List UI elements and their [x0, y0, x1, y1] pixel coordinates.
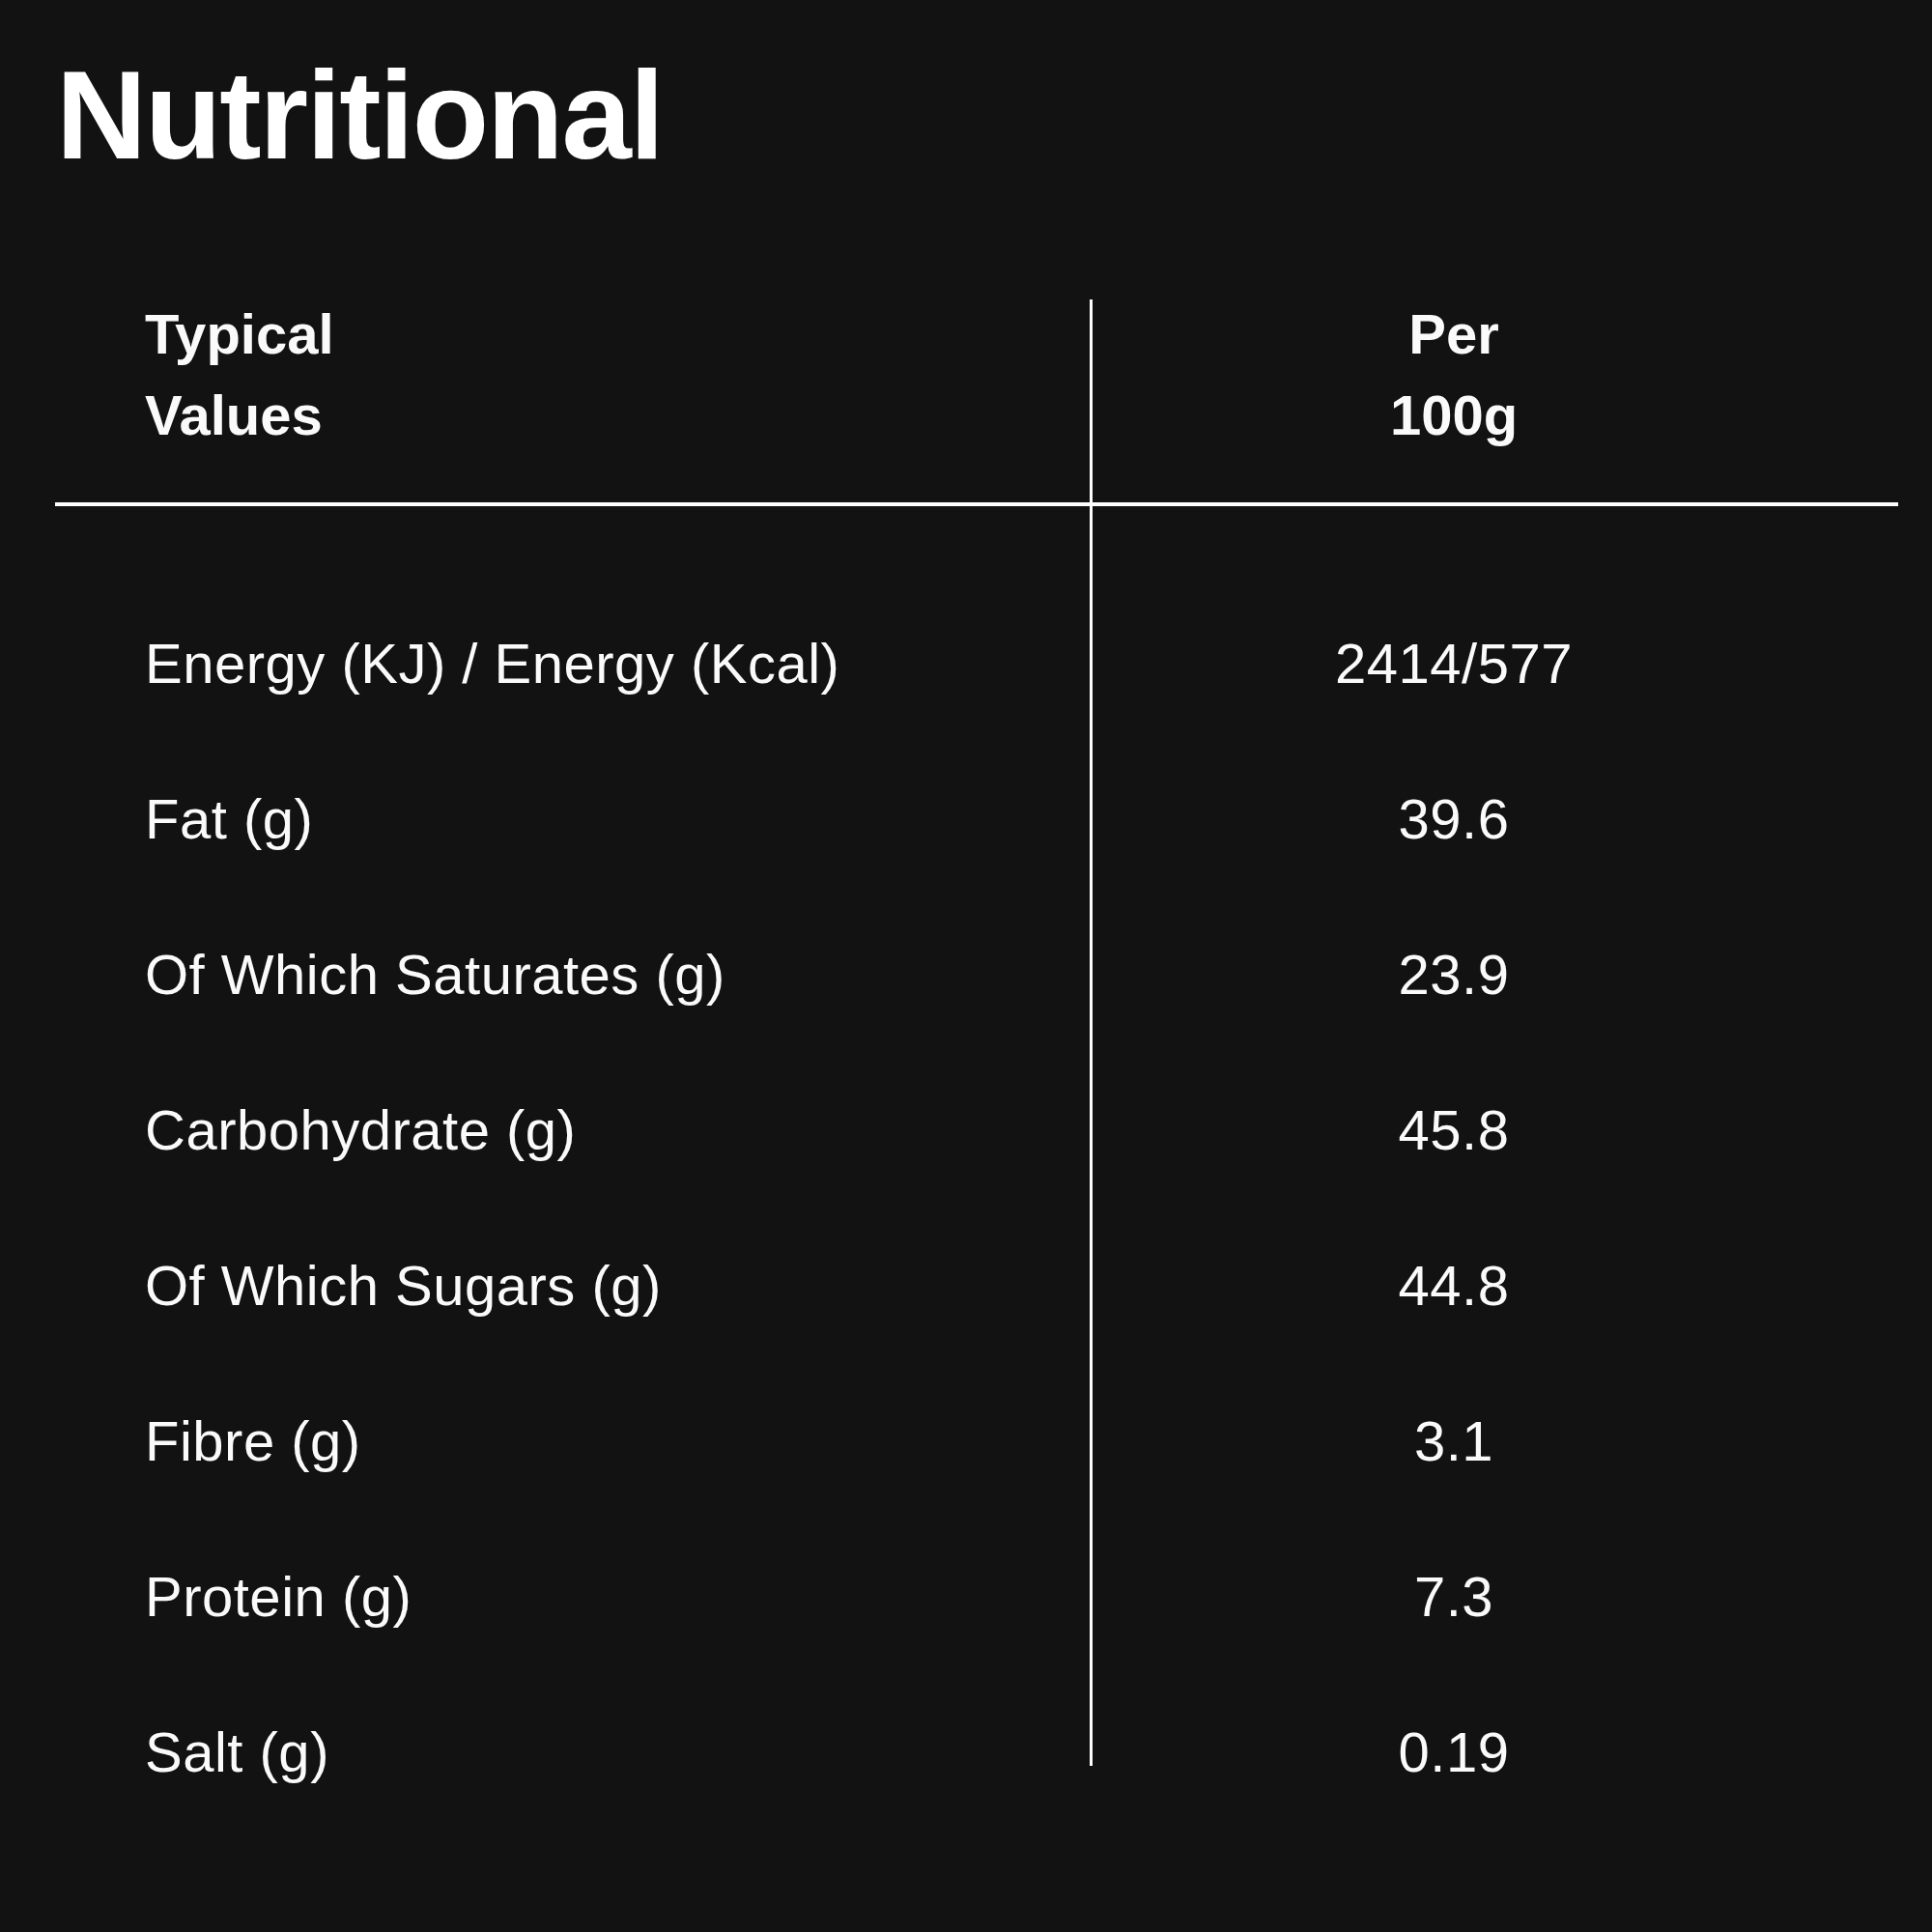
header-typical-values: Typical Values	[55, 294, 1092, 456]
row-label: Fibre (g)	[55, 1408, 1092, 1473]
row-value: 44.8	[1092, 1253, 1898, 1318]
table-row-carbohydrate: Carbohydrate (g) 45.8	[55, 1052, 1898, 1208]
table-row-sugars: Of Which Sugars (g) 44.8	[55, 1208, 1898, 1363]
row-label: Of Which Sugars (g)	[55, 1253, 1092, 1318]
row-label: Salt (g)	[55, 1719, 1092, 1784]
row-label: Of Which Saturates (g)	[55, 942, 1092, 1007]
header-100g-line: 100g	[1092, 375, 1816, 456]
row-label: Fat (g)	[55, 786, 1092, 851]
row-label: Carbohydrate (g)	[55, 1097, 1092, 1162]
nutrition-panel: Nutritional Typical Values Per 100g Ener…	[0, 0, 1932, 1932]
row-value: 3.1	[1092, 1408, 1898, 1473]
header-per-line: Per	[1092, 294, 1816, 375]
table-header-row: Typical Values Per 100g	[55, 294, 1898, 456]
panel-title: Nutritional	[56, 43, 663, 187]
row-label: Protein (g)	[55, 1564, 1092, 1629]
table-row-protein: Protein (g) 7.3	[55, 1519, 1898, 1674]
table-row-saturates: Of Which Saturates (g) 23.9	[55, 896, 1898, 1052]
row-value: 23.9	[1092, 942, 1898, 1007]
row-value: 0.19	[1092, 1719, 1898, 1784]
table-row-salt: Salt (g) 0.19	[55, 1674, 1898, 1830]
row-value: 2414/577	[1092, 631, 1898, 696]
table-body: Energy (KJ) / Energy (Kcal) 2414/577 Fat…	[55, 585, 1898, 1830]
nutrition-table: Typical Values Per 100g Energy (KJ) / En…	[55, 299, 1898, 1766]
header-values-line: Values	[145, 375, 1092, 456]
row-value: 45.8	[1092, 1097, 1898, 1162]
header-per-100g: Per 100g	[1092, 294, 1898, 456]
row-value: 7.3	[1092, 1564, 1898, 1629]
row-value: 39.6	[1092, 786, 1898, 851]
table-row-fat: Fat (g) 39.6	[55, 741, 1898, 896]
table-row-fibre: Fibre (g) 3.1	[55, 1363, 1898, 1519]
header-divider-line	[55, 502, 1898, 506]
header-typical-line: Typical	[145, 294, 1092, 375]
row-label: Energy (KJ) / Energy (Kcal)	[55, 631, 1092, 696]
table-row-energy: Energy (KJ) / Energy (Kcal) 2414/577	[55, 585, 1898, 741]
